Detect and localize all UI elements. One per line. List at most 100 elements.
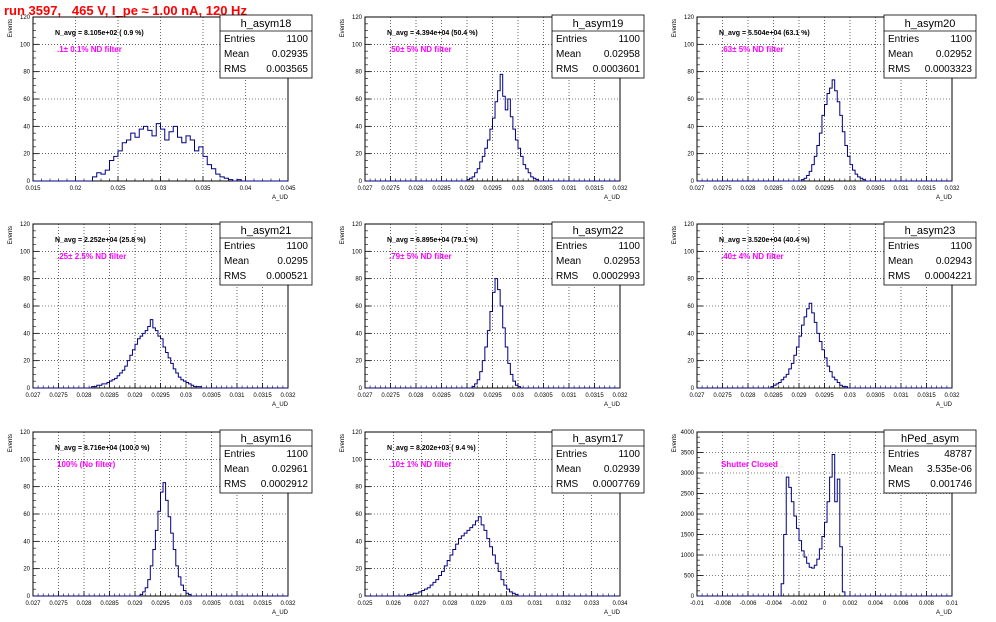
x-tick-label: 0.0305 [534,186,553,192]
y-tick-label: 120 [20,430,31,436]
y-tick-label: 100 [20,42,31,48]
stat-value: 0.02935 [272,49,309,60]
x-tick-label: -0.004 [765,601,783,607]
x-tick-label: 0.032 [280,393,296,399]
x-tick-label: 0.028 [740,393,756,399]
y-axis-label: Events [340,19,346,37]
x-tick-label: 0.0295 [815,186,834,192]
stats-box [883,221,977,286]
y-tick-label: 100 [684,249,695,255]
histogram-plot: 0.027 0.0275 0.028 0.0285 0.029 0.0295 0.03 0.0… [340,14,645,201]
histogram-plot: 0.027 0.0275 0.028 0.0285 0.029 0.0295 0.03 0.0… [340,221,645,408]
histogram-line [697,454,952,597]
x-tick-label: 0.015 [25,186,41,192]
y-tick-label: 80 [23,485,30,491]
stat-value: 0.02952 [936,49,973,60]
x-tick-label: 0.0275 [49,601,68,607]
histogram-panel-hped-asym: -0.01 -0.008 -0.006 -0.004 -0.002 0 0.002 0.004… [664,425,996,622]
y-tick-label: 60 [355,97,362,103]
x-tick-label: 0.032 [944,186,960,192]
x-tick-label: 0.029 [791,393,807,399]
x-axis-label: A_UD [272,195,289,201]
histogram-name: hPed_asym [901,433,959,445]
stat-value: 0.02943 [936,256,973,267]
y-tick-label: 2000 [681,512,695,518]
x-tick-label: 0.0275 [713,393,732,399]
x-axis-label: A_UD [604,195,621,201]
stat-key: RMS [556,479,579,490]
stat-key: Mean [888,49,913,60]
x-tick-label: 0.0315 [253,601,272,607]
stats-box [551,221,645,286]
histogram-plot: 0.015 0.02 0.025 0.03 0.035 0.04 0.045 0 20 40 60 8… [8,14,313,201]
stat-value: 0.001746 [930,479,972,490]
x-tick-label: 0.0305 [202,393,221,399]
x-tick-label: 0.0275 [381,186,400,192]
stat-key: Entries [888,449,919,460]
x-tick-label: 0.04 [240,186,252,192]
stat-key: Mean [224,464,249,475]
y-tick-label: 20 [23,567,30,573]
histogram-name: h_asym16 [241,433,292,445]
stats-box [219,221,313,286]
y-tick-label: 120 [684,222,695,228]
x-tick-label: 0.002 [842,601,858,607]
x-tick-label: 0.025 [110,186,126,192]
stat-value: 48787 [944,449,972,460]
y-tick-label: 20 [355,152,362,158]
y-tick-label: 120 [684,15,695,21]
histogram-name: h_asym21 [241,225,292,237]
y-tick-label: 100 [20,457,31,463]
x-tick-label: 0.031 [229,601,245,607]
x-tick-label: 0.03 [180,393,192,399]
filter-label: .25± 2.5% ND filter [57,252,126,261]
y-tick-label: 500 [684,574,695,580]
x-tick-label: 0.031 [561,186,577,192]
filter-label: Shutter Closed [721,460,778,469]
x-tick-label: 0.0295 [151,393,170,399]
stat-key: Entries [224,241,255,252]
x-tick-label: 0.0315 [917,393,936,399]
y-tick-label: 20 [355,359,362,365]
y-tick-label: 20 [23,359,30,365]
x-tick-label: 0.01 [946,601,958,607]
y-axis-label: Events [8,226,14,244]
x-axis-label: A_UD [604,610,621,616]
y-tick-label: 100 [352,42,363,48]
y-tick-label: 4000 [681,430,695,436]
x-axis-label: A_UD [272,402,289,408]
filter-label: 100% (No filter) [57,460,116,469]
histogram-plot: 0.027 0.0275 0.028 0.0285 0.029 0.0295 0.03 0.0… [672,14,977,201]
x-tick-label: 0.004 [868,601,884,607]
x-tick-label: 0.031 [527,601,543,607]
x-tick-label: 0.031 [561,393,577,399]
stat-value: 0.0003601 [593,64,641,75]
y-tick-label: 40 [23,539,30,545]
stat-value: 0.0004221 [925,271,973,282]
x-tick-label: 0.0285 [764,186,783,192]
stat-key: RMS [224,479,247,490]
x-tick-label: 0.028 [740,186,756,192]
stat-value: 1100 [950,34,972,45]
stat-key: Mean [888,256,913,267]
y-tick-label: 60 [355,304,362,310]
x-tick-label: 0.0295 [483,393,502,399]
x-tick-label: 0.0295 [483,186,502,192]
stat-key: RMS [556,271,579,282]
x-tick-label: 0.029 [791,186,807,192]
y-tick-label: 3000 [681,471,695,477]
y-tick-label: 100 [352,249,363,255]
y-tick-label: 0 [27,594,31,600]
navg-label: N_avg = 8.716e+04 (100.0 %) [55,445,150,452]
y-tick-label: 40 [687,124,694,130]
y-tick-label: 120 [352,222,363,228]
x-tick-label: 0.03 [844,393,856,399]
histogram-panel-h-asym22: 0.027 0.0275 0.028 0.0285 0.029 0.0295 0.03 0.0… [332,217,664,414]
x-tick-label: 0.027 [689,186,705,192]
histogram-panel-h-asym19: 0.027 0.0275 0.028 0.0285 0.029 0.0295 0.03 0.0… [332,10,664,207]
y-tick-label: 120 [352,430,363,436]
stat-value: 1100 [286,34,308,45]
stat-value: 1100 [618,34,640,45]
x-tick-label: 0.03 [512,186,524,192]
x-tick-label: 0.027 [357,393,373,399]
